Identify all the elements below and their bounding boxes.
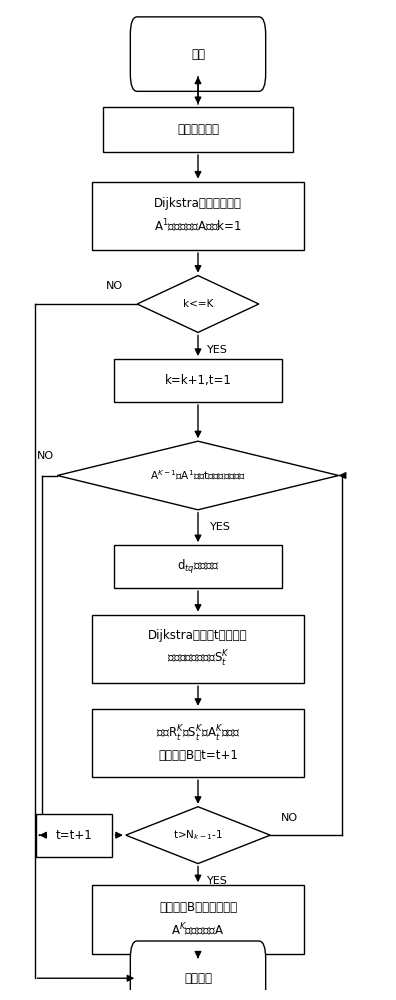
Text: 路网数据输入: 路网数据输入 [177, 123, 219, 136]
Text: YES: YES [207, 345, 227, 355]
Text: NO: NO [281, 813, 298, 823]
Text: YES: YES [210, 522, 231, 532]
Polygon shape [126, 807, 270, 864]
Bar [91, 885, 305, 954]
Text: NO: NO [37, 451, 55, 461]
Text: Dijkstra法求最短路径
A$^1$，存至集合A，令k=1: Dijkstra法求最短路径 A$^1$，存至集合A，令k=1 [154, 197, 242, 234]
Text: NO: NO [106, 281, 123, 291]
Text: 开始: 开始 [191, 48, 205, 61]
Bar [114, 545, 282, 588]
FancyBboxPatch shape [130, 17, 266, 91]
Text: Dijkstra法求第t个节点与
终点间的最短路径S$^K_t$: Dijkstra法求第t个节点与 终点间的最短路径S$^K_t$ [148, 629, 248, 669]
Text: t=t+1: t=t+1 [56, 829, 93, 842]
Polygon shape [137, 276, 259, 332]
Text: A$^{K-1}$与A$^1$存前t个节点是否相同: A$^{K-1}$与A$^1$存前t个节点是否相同 [150, 469, 246, 482]
Text: d$_{tq}$为无穷大: d$_{tq}$为无穷大 [177, 558, 219, 576]
Bar [36, 814, 112, 857]
Bar [103, 107, 293, 152]
Bar [114, 359, 282, 402]
Text: 合并R$^K_t$与S$^K_t$为A$^K_t$，并储
存至集合B，t=t+1: 合并R$^K_t$与S$^K_t$为A$^K_t$，并储 存至集合B，t=t+1 [156, 724, 240, 762]
Text: k<=K: k<=K [183, 299, 213, 309]
Text: 算法结束: 算法结束 [184, 972, 212, 985]
Text: YES: YES [207, 876, 227, 886]
Polygon shape [57, 441, 339, 510]
FancyBboxPatch shape [130, 941, 266, 1000]
Bar [91, 615, 305, 683]
Text: k=k+1,t=1: k=k+1,t=1 [165, 374, 231, 387]
Text: t>N$_{k-1}$-1: t>N$_{k-1}$-1 [173, 828, 223, 842]
Bar [91, 709, 305, 777]
Text: 搜索集合B中的最短路径
A$^K$，存至集合A: 搜索集合B中的最短路径 A$^K$，存至集合A [159, 901, 237, 938]
Bar [91, 182, 305, 250]
